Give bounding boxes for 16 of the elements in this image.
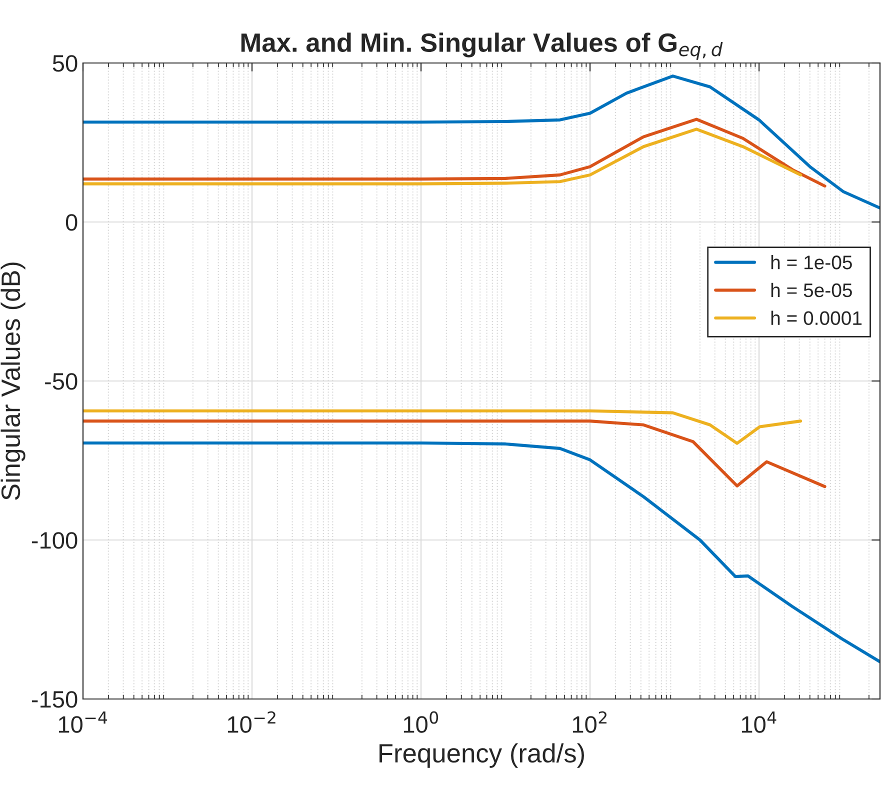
- x-tick-label: 10$^{2}$: [572, 711, 606, 733]
- x-tick-label: 10$^{−4}$: [58, 712, 108, 733]
- legend-label: h = 1e-05: [771, 255, 852, 270]
- y-tick-label: -100: [32, 532, 78, 549]
- chart-title: Max. and Min. Singular Values of G$_{eq,d}$: [241, 32, 723, 60]
- x-tick-label: 10$^{−2}$: [228, 711, 276, 733]
- y-tick-label: -50: [45, 373, 78, 390]
- legend-label: h = 0.0001: [771, 310, 862, 326]
- y-tick-label: 50: [52, 55, 78, 72]
- y-tick-label: -150: [32, 691, 78, 708]
- x-axis-title: Frequency (rad/s): [380, 743, 584, 768]
- y-axis-title: Singular Values (dB): [0, 262, 26, 500]
- y-tick-label: 0: [66, 214, 78, 231]
- x-tick-label: 10$^{0}$: [404, 711, 438, 733]
- x-tick-label: 10$^{4}$: [742, 712, 776, 733]
- legend-label: h = 5e-05: [771, 282, 852, 298]
